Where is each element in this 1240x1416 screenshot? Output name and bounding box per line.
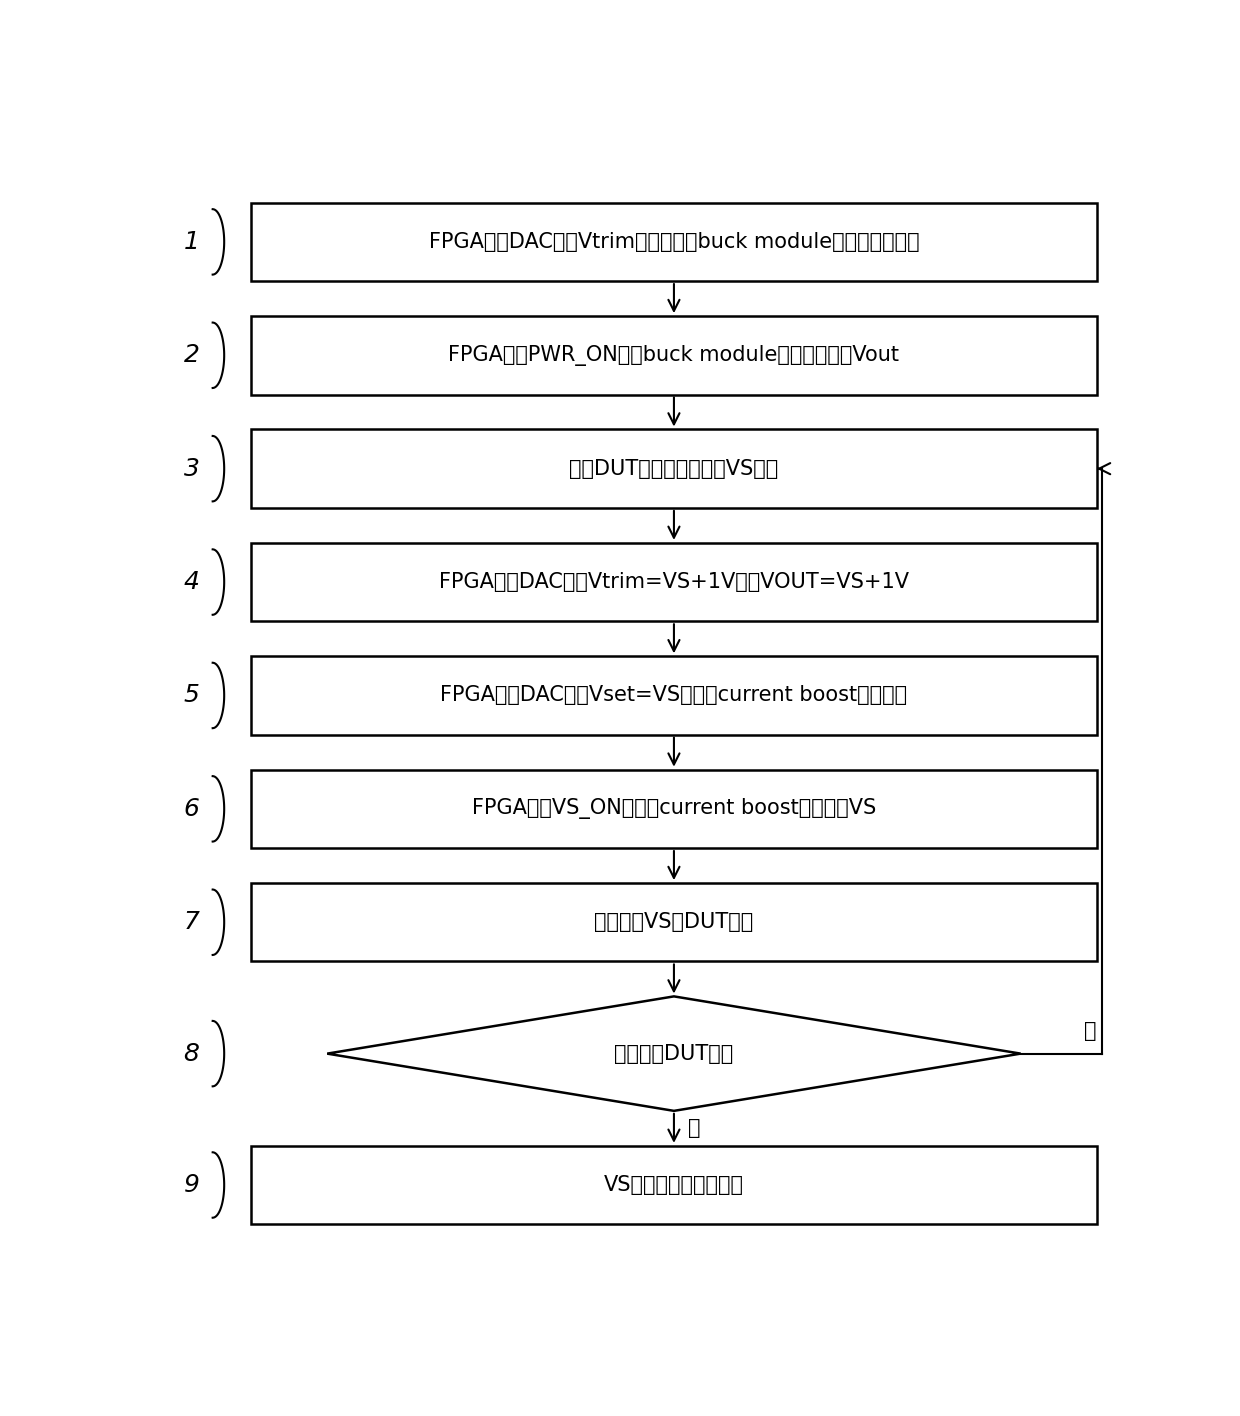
Text: 确定DUT设备的需求电压VS值，: 确定DUT设备的需求电压VS值， (569, 459, 779, 479)
Bar (250, 884, 1096, 961)
Text: 是否更换DUT设备: 是否更换DUT设备 (614, 1044, 734, 1063)
Text: VS保持稳定，完成供电: VS保持稳定，完成供电 (604, 1175, 744, 1195)
Bar (250, 542, 1096, 622)
Text: 是: 是 (1084, 1021, 1096, 1041)
Text: FPGA控制DAC输出Vset=VS，设置current boost输出电压: FPGA控制DAC输出Vset=VS，设置current boost输出电压 (440, 685, 908, 705)
Bar (250, 429, 1096, 508)
Text: 否: 否 (688, 1119, 701, 1138)
Text: 6: 6 (184, 797, 200, 821)
Bar (250, 316, 1096, 395)
Text: 5: 5 (184, 684, 200, 708)
Bar (250, 769, 1096, 848)
Text: 4: 4 (184, 571, 200, 595)
Text: FPGA控制VS_ON，开启current boost电路输出VS: FPGA控制VS_ON，开启current boost电路输出VS (471, 799, 877, 820)
Text: 7: 7 (184, 910, 200, 935)
Text: 8: 8 (184, 1042, 200, 1066)
Text: FPGA控制PWR_ON，使buck module上电输出初始Vout: FPGA控制PWR_ON，使buck module上电输出初始Vout (449, 344, 899, 365)
Text: 1: 1 (184, 229, 200, 253)
Bar (250, 656, 1096, 735)
Bar (250, 1146, 1096, 1225)
Text: FPGA控制DAC调整Vtrim=VS+1V，使VOUT=VS+1V: FPGA控制DAC调整Vtrim=VS+1V，使VOUT=VS+1V (439, 572, 909, 592)
Bar (250, 202, 1096, 282)
Text: 电源输出VS到DUT供电: 电源输出VS到DUT供电 (594, 912, 754, 932)
Text: 9: 9 (184, 1172, 200, 1197)
Polygon shape (327, 997, 1021, 1112)
Text: FPGA控制DAC输出Vtrim电平，设置buck module的初始输出电压: FPGA控制DAC输出Vtrim电平，设置buck module的初始输出电压 (429, 232, 919, 252)
Text: 2: 2 (184, 343, 200, 367)
Text: 3: 3 (184, 457, 200, 480)
